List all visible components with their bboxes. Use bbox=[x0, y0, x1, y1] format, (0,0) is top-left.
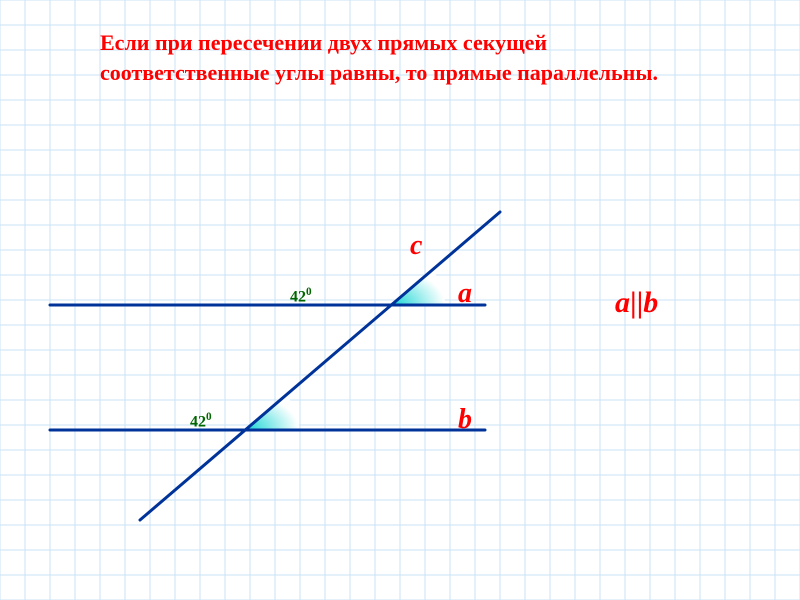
parallel-symbol: || bbox=[630, 286, 643, 319]
angle-upper-value: 42 bbox=[290, 288, 306, 305]
line-c-transversal bbox=[140, 212, 500, 520]
line-b-label: b bbox=[458, 404, 472, 436]
theorem-title: Если при пересечении двух прямых секущей… bbox=[100, 28, 700, 87]
angle-upper-label: 420 bbox=[290, 286, 312, 306]
conclusion-parallel: a||b bbox=[615, 286, 658, 320]
conclusion-b: b bbox=[643, 286, 658, 319]
line-c-label: c bbox=[410, 230, 422, 262]
angle-lower-label: 420 bbox=[190, 411, 212, 431]
geometry-diagram bbox=[0, 0, 800, 600]
angle-lower-degree: 0 bbox=[206, 411, 212, 423]
angle-lower-value: 42 bbox=[190, 413, 206, 430]
angle-upper-degree: 0 bbox=[306, 286, 312, 298]
conclusion-a: a bbox=[615, 286, 630, 319]
line-a-label: a bbox=[458, 278, 472, 310]
